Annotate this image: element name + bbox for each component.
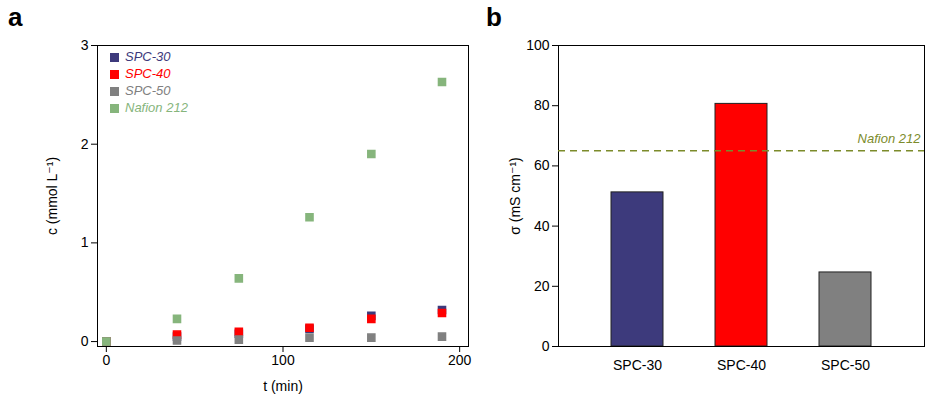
svg-text:SPC-40: SPC-40 <box>717 357 766 373</box>
svg-text:60: 60 <box>534 157 550 173</box>
html-text:SPC-40: SPC-40 <box>125 66 171 81</box>
svg-text:3: 3 <box>81 37 89 53</box>
svg-text:40: 40 <box>534 218 550 234</box>
html-text:b: b <box>486 2 502 32</box>
svg-text:200: 200 <box>448 352 472 368</box>
html-text:a: a <box>8 2 23 32</box>
svg-text:c (mmol L⁻¹): c (mmol L⁻¹) <box>44 157 60 235</box>
html-text:SPC-50: SPC-50 <box>125 83 171 98</box>
svg-text:SPC-30: SPC-30 <box>613 357 662 373</box>
svg-text:t (min): t (min) <box>263 378 303 394</box>
svg-text:1: 1 <box>81 234 89 250</box>
svg-text:Nafion 212: Nafion 212 <box>858 131 922 146</box>
svg-text:0: 0 <box>102 352 110 368</box>
svg-text:100: 100 <box>526 37 550 53</box>
html-text:SPC-30: SPC-30 <box>125 49 171 64</box>
svg-text:0: 0 <box>542 338 550 354</box>
svg-text:σ (mS cm⁻¹): σ (mS cm⁻¹) <box>507 157 523 234</box>
svg-text:0: 0 <box>81 333 89 349</box>
svg-text:2: 2 <box>81 136 89 152</box>
svg-text:20: 20 <box>534 278 550 294</box>
svg-text:SPC-50: SPC-50 <box>821 357 870 373</box>
html-text:Nafion 212: Nafion 212 <box>125 100 188 115</box>
svg-text:100: 100 <box>271 352 295 368</box>
svg-text:80: 80 <box>534 97 550 113</box>
